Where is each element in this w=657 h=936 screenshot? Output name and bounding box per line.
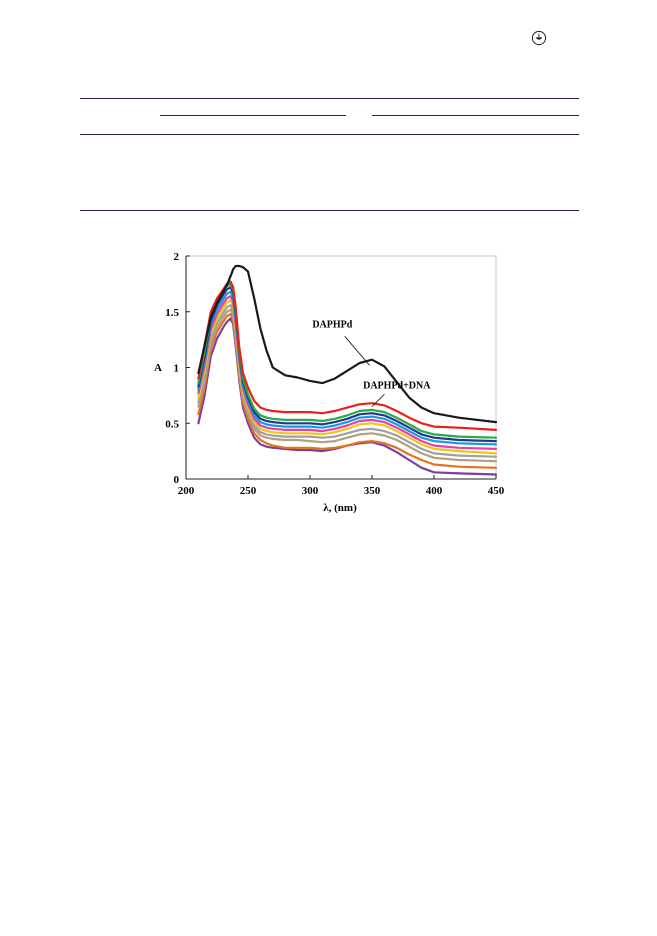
annotation-arrow [344,335,370,366]
table-bottom-rule [80,210,579,211]
journal-logo-icon [531,30,547,46]
x-tick-label: 450 [488,485,505,497]
series-line-11 [197,317,498,476]
series-line-6 [197,295,498,450]
chart-svg: 200 250 300 350 400 450 0 0.5 1 1.5 2 A λ, (nm) DA… [154,251,505,514]
y-tick-label: 1.5 [165,307,179,319]
x-tick-label: 400 [426,485,443,497]
x-tick-label: 200 [178,485,195,497]
x-tick-label: 300 [302,485,319,497]
table-header-rule [80,134,579,135]
series-line-10 [197,312,498,469]
y-tick-label: 2 [174,251,180,263]
y-tick-label: 1 [174,363,180,375]
absorption-spectrum-chart: 200 250 300 350 400 450 0 0.5 1 1.5 2 A λ, (nm) DA… [140,245,520,520]
series-line-8 [197,304,498,458]
x-tick-label: 250 [240,485,257,497]
table-subheader-rule-left [160,115,346,116]
x-axis-label: λ, (nm) [323,502,357,514]
annotation-arrow [371,393,385,407]
series-line-1 [197,264,498,424]
series-line-9 [197,308,498,463]
y-tick-label: 0 [174,474,180,486]
series-line-4 [197,286,498,443]
annotation-label: DAPHPd [312,319,352,330]
x-tick-label: 350 [364,485,381,497]
y-tick-label: 0.5 [165,418,179,430]
series-line-3 [197,282,498,439]
series-line-7 [197,299,498,455]
table-top-rule [80,98,579,99]
annotation-label: DAPHPd+DNA [363,381,431,392]
series-line-5 [197,290,498,446]
y-axis-label: A [154,362,162,374]
table-subheader-rule-right [372,115,579,116]
